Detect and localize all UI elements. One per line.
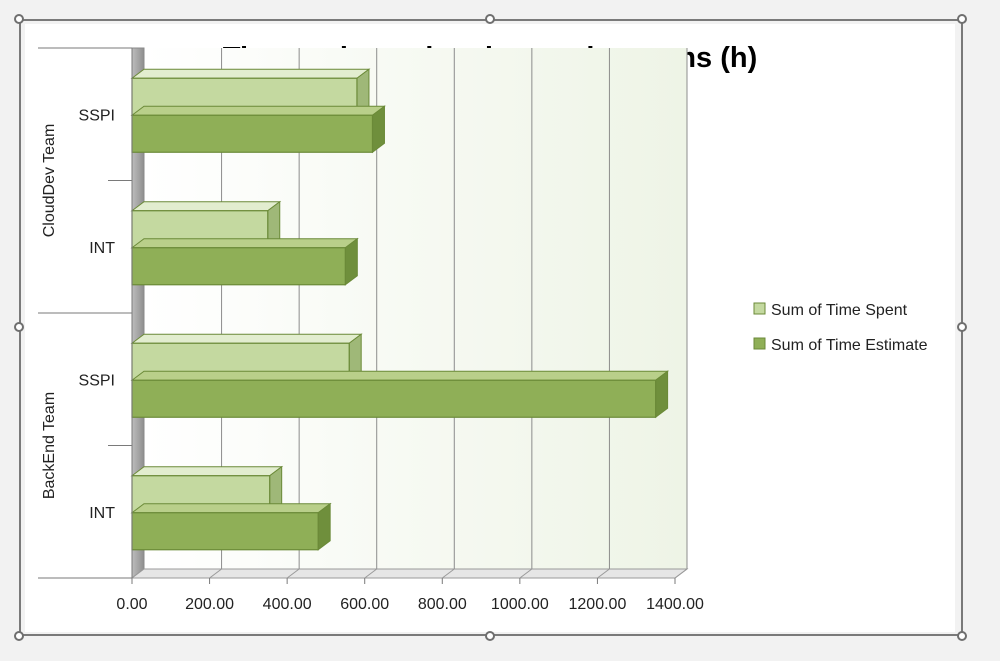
bar-front bbox=[131, 512, 319, 551]
resize-handle-top-left[interactable] bbox=[14, 14, 24, 24]
x-tick-label: 400.00 bbox=[263, 596, 312, 613]
back-wall bbox=[144, 48, 687, 569]
gridline-floor bbox=[364, 568, 378, 579]
bar-top bbox=[130, 201, 282, 212]
resize-handle-top-right[interactable] bbox=[957, 14, 967, 24]
bar-front bbox=[131, 114, 374, 153]
category-label: INT bbox=[89, 505, 115, 522]
bar-front bbox=[131, 247, 346, 286]
category-label: INT bbox=[89, 240, 115, 257]
bar[interactable] bbox=[130, 370, 670, 419]
bar[interactable] bbox=[130, 237, 359, 286]
legend-swatch bbox=[753, 302, 766, 315]
legend: Sum of Time Spent Sum of Time Estimate bbox=[753, 302, 928, 354]
bar[interactable] bbox=[130, 502, 332, 551]
x-tick-label: 1400.00 bbox=[646, 596, 704, 613]
bar-top bbox=[130, 503, 332, 514]
resize-handle-middle-right[interactable] bbox=[957, 322, 967, 332]
gridline-floor bbox=[597, 568, 610, 579]
bar-front bbox=[131, 379, 657, 418]
gridline-floor bbox=[441, 568, 455, 579]
category-label: SSPI bbox=[79, 107, 115, 124]
category-label: SSPI bbox=[79, 372, 115, 389]
group-label: CloudDev Team bbox=[41, 124, 58, 238]
legend-label: Sum of Time Estimate bbox=[771, 337, 928, 354]
resize-handle-middle-left[interactable] bbox=[14, 322, 24, 332]
bar-top bbox=[130, 370, 670, 381]
gridline-floor bbox=[209, 568, 222, 579]
gridline-floor bbox=[286, 568, 300, 579]
x-tick-label: 200.00 bbox=[185, 596, 234, 613]
bar[interactable] bbox=[130, 105, 386, 154]
bar-top bbox=[130, 68, 371, 79]
bar-top bbox=[130, 238, 359, 249]
x-tick-label: 1200.00 bbox=[569, 596, 627, 613]
legend-swatch bbox=[753, 337, 766, 350]
x-tick-label: 600.00 bbox=[340, 596, 389, 613]
bar-top bbox=[130, 333, 363, 344]
resize-handle-bottom-right[interactable] bbox=[957, 631, 967, 641]
gridline-floor bbox=[674, 568, 688, 579]
group-label: BackEnd Team bbox=[41, 392, 58, 499]
x-tick-label: 0.00 bbox=[116, 596, 147, 613]
gridline-floor bbox=[519, 568, 533, 579]
legend-label: Sum of Time Spent bbox=[771, 302, 908, 319]
x-tick-label: 1000.00 bbox=[491, 596, 549, 613]
resize-handle-bottom-center[interactable] bbox=[485, 631, 495, 641]
bar-top bbox=[130, 105, 386, 116]
bar-top bbox=[130, 466, 284, 477]
x-tick-label: 800.00 bbox=[418, 596, 467, 613]
resize-handle-top-center[interactable] bbox=[485, 14, 495, 24]
resize-handle-bottom-left[interactable] bbox=[14, 631, 24, 641]
